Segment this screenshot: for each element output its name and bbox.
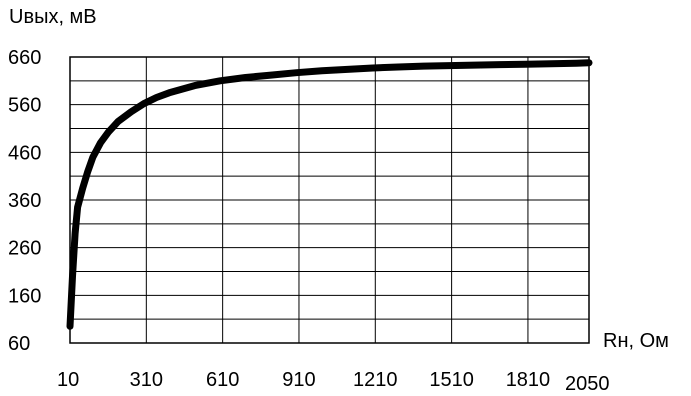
y-tick-label: 460 (8, 142, 41, 164)
x-axis-title: Rн, Ом (603, 330, 669, 352)
plot-area-frame (69, 56, 590, 344)
x-tick-label: 10 (57, 369, 79, 391)
x-tick-label: 310 (130, 369, 163, 391)
x-tick-labels: 10 310 610 910 1210 1510 1810 2050 (57, 369, 610, 395)
series-line (66, 59, 593, 330)
x-tick-label: 910 (282, 369, 315, 391)
x-tick-label: 1810 (506, 369, 551, 391)
y-tick-label: 360 (8, 190, 41, 212)
y-tick-label: 660 (8, 47, 41, 69)
chart-grid (69, 56, 590, 344)
y-tick-label: 560 (8, 95, 41, 117)
x-tick-label: 610 (206, 369, 239, 391)
x-tick-label: 1210 (353, 369, 398, 391)
y-axis-title: Uвых, мВ (9, 6, 97, 28)
y-tick-label: 260 (8, 238, 41, 260)
y-tick-label: 160 (8, 285, 41, 307)
x-tick-label: 2050 (565, 373, 610, 395)
x-tick-label: 1510 (429, 369, 474, 391)
y-tick-label: 60 (8, 333, 30, 355)
y-tick-labels: 60 160 260 360 460 560 660 (8, 47, 41, 355)
